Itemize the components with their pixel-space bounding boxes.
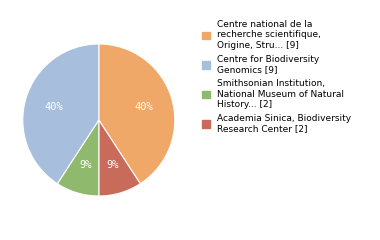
Wedge shape bbox=[23, 44, 99, 184]
Text: 9%: 9% bbox=[106, 160, 119, 170]
Wedge shape bbox=[57, 120, 99, 196]
Text: 40%: 40% bbox=[135, 102, 154, 112]
Wedge shape bbox=[99, 44, 175, 184]
Text: 40%: 40% bbox=[44, 102, 63, 112]
Wedge shape bbox=[99, 120, 140, 196]
Legend: Centre national de la
recherche scientifique,
Origine, Stru... [9], Centre for B: Centre national de la recherche scientif… bbox=[202, 20, 352, 133]
Text: 9%: 9% bbox=[79, 160, 92, 170]
